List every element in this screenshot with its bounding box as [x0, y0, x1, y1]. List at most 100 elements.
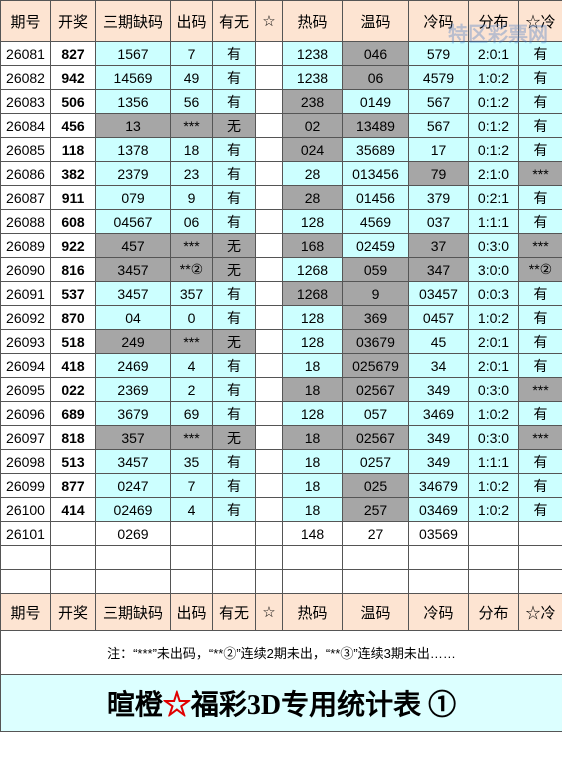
cell: [50, 521, 96, 546]
cell: 537: [50, 281, 96, 306]
cell: [212, 545, 256, 570]
cell: 3457: [95, 257, 171, 282]
cell: 518: [50, 329, 96, 354]
cell: 1567: [95, 41, 171, 66]
cell: [282, 545, 343, 570]
cell: 26097: [0, 425, 51, 450]
header-cell: ☆: [255, 0, 283, 42]
cell: 0: [170, 305, 213, 330]
cell: [468, 545, 519, 570]
cell: 34679: [408, 473, 469, 498]
cell: [255, 113, 283, 138]
cell: 有: [518, 113, 562, 138]
data-row: 26097 818 357 *** 无 18 02567 349 0:3:0 ***: [0, 425, 562, 450]
cell: [255, 425, 283, 450]
cell: 03679: [342, 329, 409, 354]
cell: 有: [518, 473, 562, 498]
cell: 513: [50, 449, 96, 474]
cell: **②: [170, 257, 213, 282]
cell: 35: [170, 449, 213, 474]
cell: [342, 569, 409, 594]
cell: 1:1:1: [468, 209, 519, 234]
title-part: 暄橙: [106, 690, 163, 721]
cell: ***: [518, 377, 562, 402]
data-row: 26094 418 2469 4 有 18 025679 34 2:0:1 有: [0, 353, 562, 378]
header-cell: 开奖: [50, 0, 96, 42]
cell: 7: [170, 41, 213, 66]
cell: [408, 545, 469, 570]
cell: 26092: [0, 305, 51, 330]
cell: [255, 497, 283, 522]
cell: 1:1:1: [468, 449, 519, 474]
cell: [468, 569, 519, 594]
cell: 349: [408, 449, 469, 474]
data-row: 26084 456 13 *** 无 02 13489 567 0:1:2 有: [0, 113, 562, 138]
cell: 2379: [95, 161, 171, 186]
cell: 257: [342, 497, 409, 522]
cell: ***: [170, 113, 213, 138]
data-row: 26091 537 3457 357 有 1268 9 03457 0:0:3 有: [0, 281, 562, 306]
cell: 024: [282, 137, 343, 162]
cell: 827: [50, 41, 96, 66]
cell: 4: [170, 353, 213, 378]
cell: 17: [408, 137, 469, 162]
cell: 414: [50, 497, 96, 522]
note: 注：“***”未出码，“**②”连续2期未出，“**③”连续3期未出……: [0, 630, 562, 675]
cell: 357: [170, 281, 213, 306]
header-cell: 冷码: [408, 593, 469, 631]
cell: 2:0:1: [468, 353, 519, 378]
cell: 56: [170, 89, 213, 114]
cell: [255, 401, 283, 426]
cell: ***: [170, 425, 213, 450]
cell: 有: [518, 65, 562, 90]
header-cell: 期号: [0, 0, 51, 42]
cell: [255, 473, 283, 498]
cell: 有: [212, 185, 256, 210]
cell: 0:3:0: [468, 233, 519, 258]
cell: 1238: [282, 65, 343, 90]
cell: [255, 521, 283, 546]
cell: 有: [518, 89, 562, 114]
cell: 0:3:0: [468, 425, 519, 450]
cell: 1:0:2: [468, 305, 519, 330]
header-row: 期号 开奖 三期缺码 出码 有无 ☆ 热码 温码 冷码 分布 ☆冷: [0, 0, 562, 42]
cell: 1356: [95, 89, 171, 114]
cell: 4569: [342, 209, 409, 234]
header-cell: 三期缺码: [95, 593, 171, 631]
cell: 28: [282, 161, 343, 186]
cell: 有: [518, 329, 562, 354]
cell: 26083: [0, 89, 51, 114]
cell: 26091: [0, 281, 51, 306]
cell: 349: [408, 425, 469, 450]
cell: 有: [212, 161, 256, 186]
cell: 118: [50, 137, 96, 162]
cell: [255, 449, 283, 474]
cell: 818: [50, 425, 96, 450]
cell: 18: [282, 473, 343, 498]
cell: 26087: [0, 185, 51, 210]
cell: [518, 569, 562, 594]
cell: 26101: [0, 521, 51, 546]
cell: [255, 305, 283, 330]
cell: [212, 569, 256, 594]
cell: 128: [282, 305, 343, 330]
cell: [255, 161, 283, 186]
cell: 有: [212, 377, 256, 402]
cell: 1:0:2: [468, 401, 519, 426]
blank-row: [0, 569, 562, 594]
header-cell: 温码: [342, 593, 409, 631]
cell: 1378: [95, 137, 171, 162]
data-row: 26099 877 0247 7 有 18 025 34679 1:0:2 有: [0, 473, 562, 498]
cell: 有: [212, 209, 256, 234]
header-cell: ☆冷: [518, 593, 562, 631]
cell: 4579: [408, 65, 469, 90]
header-cell: 分布: [468, 593, 519, 631]
cell: [0, 545, 51, 570]
cell: 有: [518, 449, 562, 474]
header-row: 期号 开奖 三期缺码 出码 有无 ☆ 热码 温码 冷码 分布 ☆冷: [0, 593, 562, 631]
cell: 911: [50, 185, 96, 210]
cell: 49: [170, 65, 213, 90]
cell: 35689: [342, 137, 409, 162]
cell: 18: [282, 377, 343, 402]
cell: 022: [50, 377, 96, 402]
